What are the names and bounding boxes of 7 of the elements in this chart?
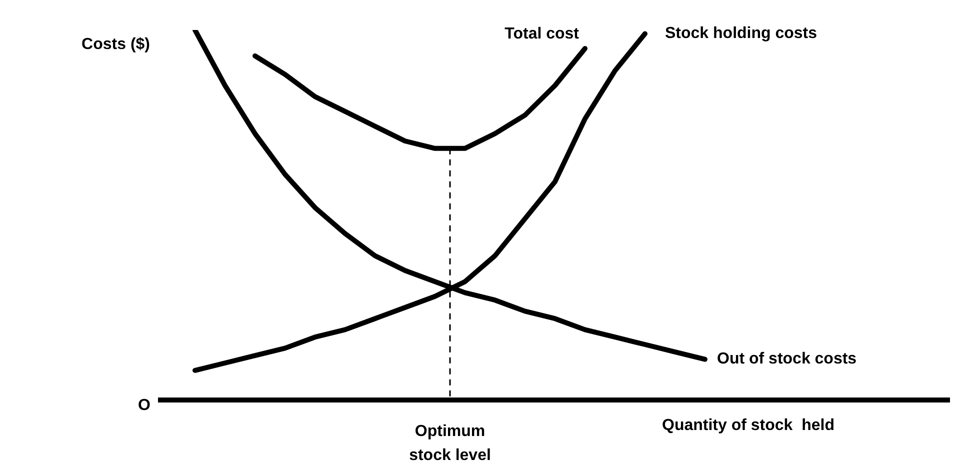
series-label: Total cost xyxy=(504,26,580,43)
series-label: Stock holding costs xyxy=(665,24,818,42)
x-axis-title: Quantity of stock held xyxy=(662,417,834,435)
y-axis-title: Costs ($) xyxy=(82,36,150,54)
series-label: Out of stock costs xyxy=(717,350,857,368)
text: O xyxy=(138,396,150,416)
text: Optimum stock level xyxy=(408,422,492,466)
